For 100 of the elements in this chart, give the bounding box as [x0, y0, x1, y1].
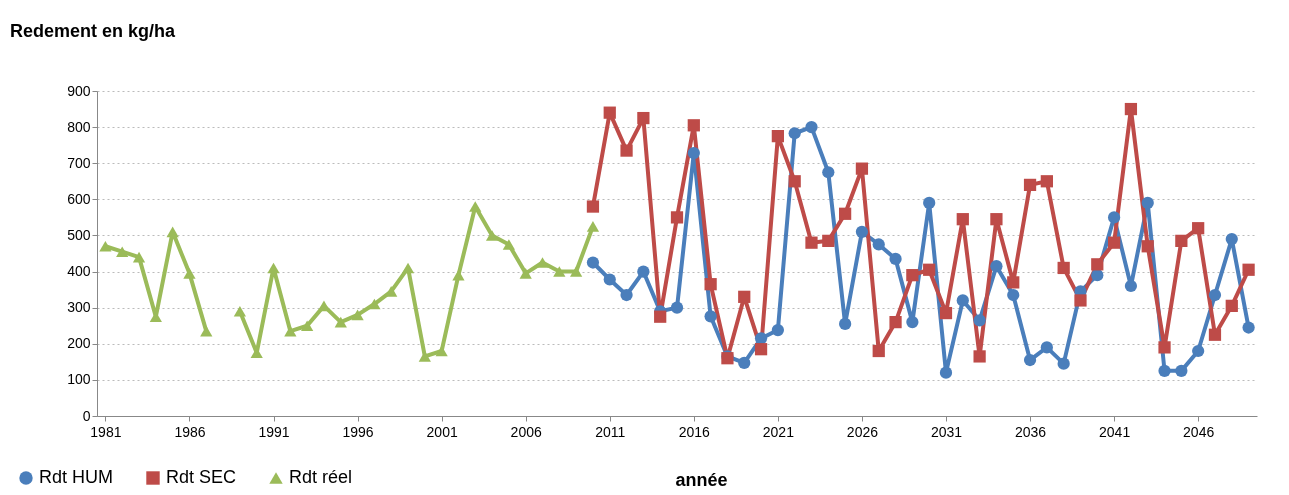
point	[570, 266, 583, 277]
point	[838, 317, 852, 331]
legend-label: Rdt SEC	[166, 467, 237, 487]
point	[990, 213, 1003, 226]
point	[788, 175, 801, 188]
point	[855, 225, 869, 238]
x-tick-label: 2016	[678, 423, 711, 440]
x-tick-label: 2041	[1099, 423, 1131, 440]
x-tick-label: 2006	[510, 423, 542, 440]
point	[1208, 288, 1222, 302]
point	[1225, 232, 1238, 246]
point	[1124, 102, 1138, 116]
point	[620, 144, 633, 157]
point	[1107, 211, 1121, 224]
point	[704, 278, 717, 291]
point	[1023, 178, 1037, 192]
point	[973, 350, 986, 363]
point	[990, 260, 1003, 273]
y-tick-label: 800	[67, 118, 91, 135]
point	[586, 221, 600, 232]
point	[99, 240, 112, 252]
point	[620, 288, 633, 302]
y-tick-label: 700	[67, 154, 91, 171]
point	[368, 298, 381, 310]
point	[1158, 341, 1171, 354]
point	[183, 268, 196, 279]
point	[1175, 364, 1188, 377]
y-tick-label: 900	[67, 82, 91, 99]
point	[1057, 357, 1070, 370]
point	[401, 262, 415, 274]
point	[116, 246, 129, 257]
x-tick-label: 2046	[1183, 423, 1215, 440]
point	[670, 211, 684, 224]
point	[939, 306, 953, 320]
point	[754, 332, 768, 345]
point	[704, 310, 717, 323]
point	[1225, 299, 1238, 312]
y-tick-label: 100	[67, 371, 91, 388]
legend-label: Rdt HUM	[39, 467, 114, 487]
point	[1192, 344, 1205, 358]
point	[166, 226, 179, 238]
point	[822, 166, 835, 179]
point	[1091, 269, 1104, 282]
point	[670, 301, 684, 314]
point	[1040, 175, 1053, 188]
point	[469, 201, 482, 212]
point	[1091, 258, 1104, 271]
point	[1208, 328, 1222, 341]
point	[956, 213, 969, 226]
point	[738, 290, 751, 303]
point	[906, 316, 919, 329]
point	[771, 323, 784, 337]
point	[654, 310, 667, 323]
point	[301, 320, 314, 332]
point	[637, 111, 650, 125]
point	[1040, 341, 1053, 354]
point	[838, 207, 852, 220]
y-tick-label: 600	[67, 190, 91, 207]
point	[351, 309, 364, 321]
point	[872, 238, 885, 251]
x-tick-label: 2011	[595, 423, 626, 440]
x-tick-label: 2036	[1014, 423, 1047, 440]
point	[1242, 321, 1255, 334]
point	[788, 127, 801, 140]
point	[1141, 240, 1154, 253]
x-tick-label: 1991	[258, 423, 290, 440]
x-tick-label: 1996	[342, 423, 374, 440]
point	[923, 196, 936, 210]
point	[586, 200, 600, 213]
point	[519, 268, 532, 279]
point	[1175, 234, 1188, 247]
point	[1107, 236, 1121, 249]
point	[956, 294, 969, 307]
point	[1074, 294, 1087, 307]
point	[906, 269, 919, 282]
y-tick-label: 300	[67, 299, 91, 316]
point	[805, 121, 818, 134]
x-tick-label: 1981	[90, 423, 122, 440]
point	[637, 265, 650, 278]
y-tick-label: 400	[67, 263, 91, 280]
point	[1023, 353, 1037, 367]
y-tick-label: 200	[67, 335, 91, 352]
point	[603, 106, 616, 119]
point	[485, 230, 499, 241]
point	[502, 239, 516, 250]
point	[1007, 276, 1020, 289]
x-tick-label: 2001	[426, 423, 458, 440]
point	[1242, 263, 1255, 276]
point	[1057, 261, 1070, 275]
point	[872, 344, 885, 358]
point	[687, 147, 700, 160]
point	[1192, 222, 1205, 235]
point	[855, 162, 869, 175]
point	[233, 305, 247, 317]
point	[738, 356, 751, 370]
point	[132, 251, 146, 263]
point	[603, 273, 616, 286]
x-tick-label: 2021	[762, 423, 795, 440]
x-axis-title: année	[675, 469, 728, 490]
point	[771, 130, 784, 143]
